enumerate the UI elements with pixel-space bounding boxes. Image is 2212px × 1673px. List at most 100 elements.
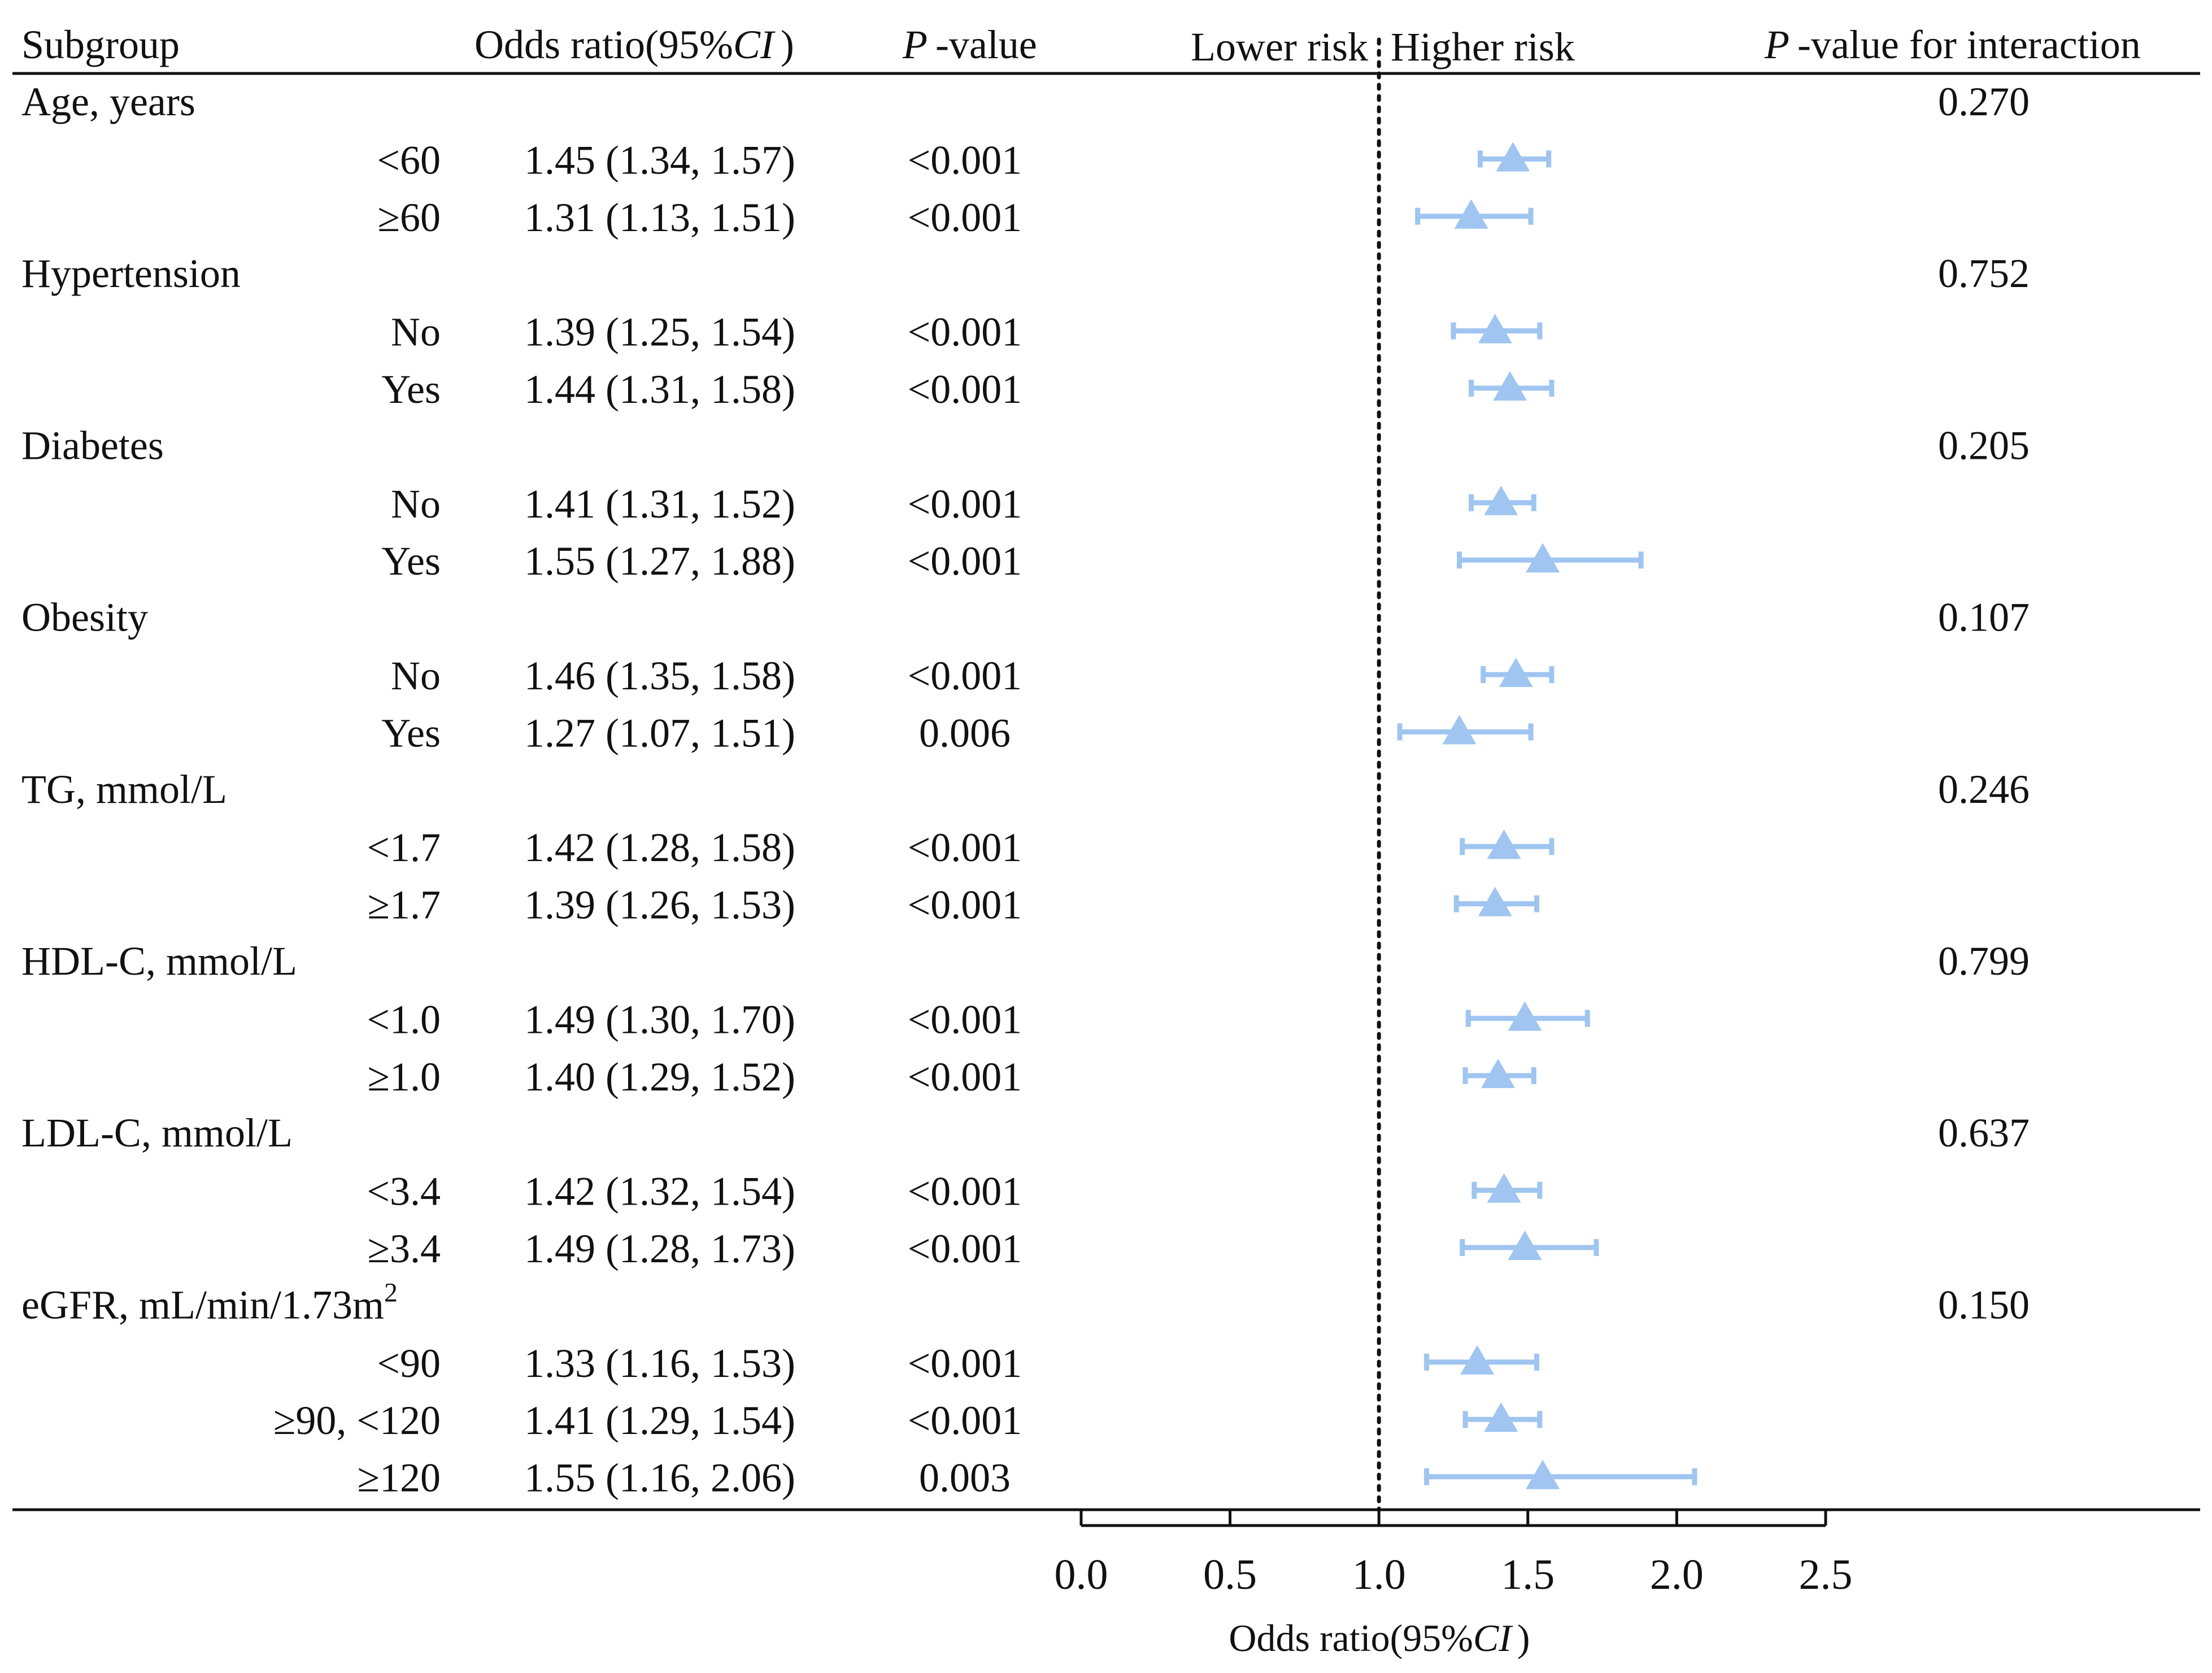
p-value-text: <0.001 [908, 883, 1022, 928]
group-label: HDL-C, mmol/L [21, 938, 297, 984]
p-value-text: <0.001 [908, 825, 1022, 870]
odds-ratio-ci-text: 1.41 (1.31, 1.52) [524, 481, 795, 527]
group-label: Hypertension [21, 251, 241, 296]
odds-ratio-point [1487, 829, 1521, 859]
odds-ratio-point [1493, 371, 1527, 401]
group-label: eGFR, mL/min/1.73m2 [21, 1277, 398, 1327]
p-value-text: <0.001 [908, 1398, 1022, 1443]
odds-ratio-point [1526, 1459, 1560, 1489]
subgroup-level-label: ≥90, <120 [273, 1398, 441, 1443]
x-tick-label: 2.5 [1799, 1551, 1853, 1598]
odds-ratio-ci-text: 1.44 (1.31, 1.58) [524, 367, 795, 412]
odds-ratio-ci-text: 1.49 (1.30, 1.70) [524, 997, 795, 1042]
p-value-text: <0.001 [908, 1054, 1022, 1100]
odds-ratio-ci-text: 1.45 (1.34, 1.57) [524, 137, 795, 182]
forest-rows: Age, years 0.270 <60 1.45 (1.34, 1.57) <0.00… [21, 79, 2030, 1501]
p-value-text: <0.001 [908, 997, 1022, 1042]
p-value-text: <0.001 [908, 538, 1022, 584]
odds-ratio-ci-text: 1.39 (1.26, 1.53) [524, 883, 795, 928]
odds-ratio-point [1496, 142, 1530, 172]
p-interaction-value: 0.637 [1938, 1110, 2030, 1155]
odds-ratio-point [1442, 715, 1477, 745]
subgroup-level-label: ≥60 [377, 195, 441, 240]
subgroup-level-label: <60 [377, 137, 441, 182]
x-tick-label: 0.5 [1203, 1551, 1257, 1598]
p-value-text: <0.001 [908, 1226, 1022, 1271]
p-value-text: <0.001 [908, 310, 1022, 355]
p-interaction-value: 0.799 [1938, 938, 2030, 984]
odds-ratio-point [1460, 1345, 1495, 1375]
subgroup-level-label: <1.7 [367, 825, 441, 870]
x-tick-label: 2.0 [1650, 1551, 1704, 1598]
group-label: Age, years [21, 79, 195, 124]
odds-ratio-ci-text: 1.42 (1.28, 1.58) [524, 825, 795, 870]
p-value-text: <0.001 [908, 1169, 1022, 1214]
subgroup-level-label: No [391, 481, 441, 527]
group-label: TG, mmol/L [21, 767, 227, 812]
x-tick-label: 1.5 [1501, 1551, 1555, 1598]
header-subgroup: Subgroup [21, 22, 180, 67]
odds-ratio-point [1484, 485, 1518, 515]
header-odds-ratio: Odds ratio(95%CI) [474, 22, 794, 67]
header-p-value: P -value [902, 22, 1037, 67]
odds-ratio-ci-text: 1.33 (1.16, 1.53) [524, 1341, 795, 1386]
subgroup-level-label: <3.4 [367, 1169, 441, 1214]
p-value-text: <0.001 [908, 653, 1022, 698]
odds-ratio-point [1499, 658, 1533, 687]
p-value-text: 0.006 [919, 710, 1011, 755]
x-tick-label: 1.0 [1352, 1551, 1406, 1598]
subgroup-level-label: <90 [377, 1341, 441, 1386]
odds-ratio-point [1481, 1058, 1516, 1088]
odds-ratio-point [1526, 543, 1560, 573]
p-interaction-value: 0.107 [1938, 595, 2030, 640]
p-value-text: <0.001 [908, 367, 1022, 412]
odds-ratio-ci-text: 1.55 (1.16, 2.06) [524, 1455, 795, 1501]
odds-ratio-ci-text: 1.40 (1.29, 1.52) [524, 1054, 795, 1100]
subgroup-level-label: ≥1.0 [367, 1054, 441, 1100]
subgroup-level-label: No [391, 310, 441, 355]
group-label: Obesity [21, 595, 148, 640]
subgroup-level-label: No [391, 653, 441, 698]
odds-ratio-point [1487, 1173, 1521, 1203]
subgroup-level-label: ≥120 [357, 1455, 441, 1501]
odds-ratio-ci-text: 1.49 (1.28, 1.73) [524, 1226, 795, 1271]
header-lower-risk: Lower risk [1191, 24, 1368, 69]
p-interaction-value: 0.752 [1938, 251, 2030, 296]
odds-ratio-ci-text: 1.41 (1.29, 1.54) [524, 1398, 795, 1443]
p-value-text: <0.001 [908, 195, 1022, 240]
odds-ratio-ci-text: 1.46 (1.35, 1.58) [524, 653, 795, 698]
header-p-interaction: P -value for interaction [1764, 22, 2141, 67]
p-value-text: 0.003 [919, 1455, 1011, 1501]
odds-ratio-point [1508, 1001, 1542, 1031]
subgroup-level-label: Yes [381, 367, 441, 412]
table-header: Subgroup Odds ratio(95%CI) P -value Lower… [21, 22, 2141, 69]
subgroup-level-label: Yes [381, 710, 441, 755]
x-axis-label: Odds ratio(95%CI) [1229, 1616, 1530, 1659]
x-tick-label: 0.0 [1055, 1551, 1108, 1598]
odds-ratio-point [1508, 1231, 1542, 1260]
p-interaction-value: 0.205 [1938, 423, 2030, 468]
group-label: Diabetes [21, 423, 164, 468]
p-value-text: <0.001 [908, 1341, 1022, 1386]
header-higher-risk: Higher risk [1391, 24, 1575, 69]
subgroup-level-label: Yes [381, 538, 441, 584]
p-interaction-value: 0.246 [1938, 767, 2030, 812]
odds-ratio-ci-text: 1.39 (1.25, 1.54) [524, 310, 795, 355]
subgroup-level-label: <1.0 [367, 997, 441, 1042]
p-interaction-value: 0.270 [1938, 79, 2030, 124]
p-interaction-value: 0.150 [1938, 1282, 2030, 1327]
odds-ratio-point [1484, 1402, 1518, 1432]
subgroup-level-label: ≥3.4 [367, 1226, 441, 1271]
subgroup-level-label: ≥1.7 [367, 883, 441, 928]
p-value-text: <0.001 [908, 137, 1022, 182]
odds-ratio-point [1478, 314, 1512, 344]
odds-ratio-ci-text: 1.31 (1.13, 1.51) [524, 195, 795, 240]
group-label: LDL-C, mmol/L [21, 1110, 293, 1155]
odds-ratio-point [1478, 887, 1512, 916]
odds-ratio-ci-text: 1.42 (1.32, 1.54) [524, 1169, 795, 1214]
x-axis: 0.0 0.5 1.0 1.5 2.0 2.5 [1055, 37, 1853, 1598]
p-value-text: <0.001 [908, 481, 1022, 527]
odds-ratio-ci-text: 1.27 (1.07, 1.51) [524, 710, 795, 755]
